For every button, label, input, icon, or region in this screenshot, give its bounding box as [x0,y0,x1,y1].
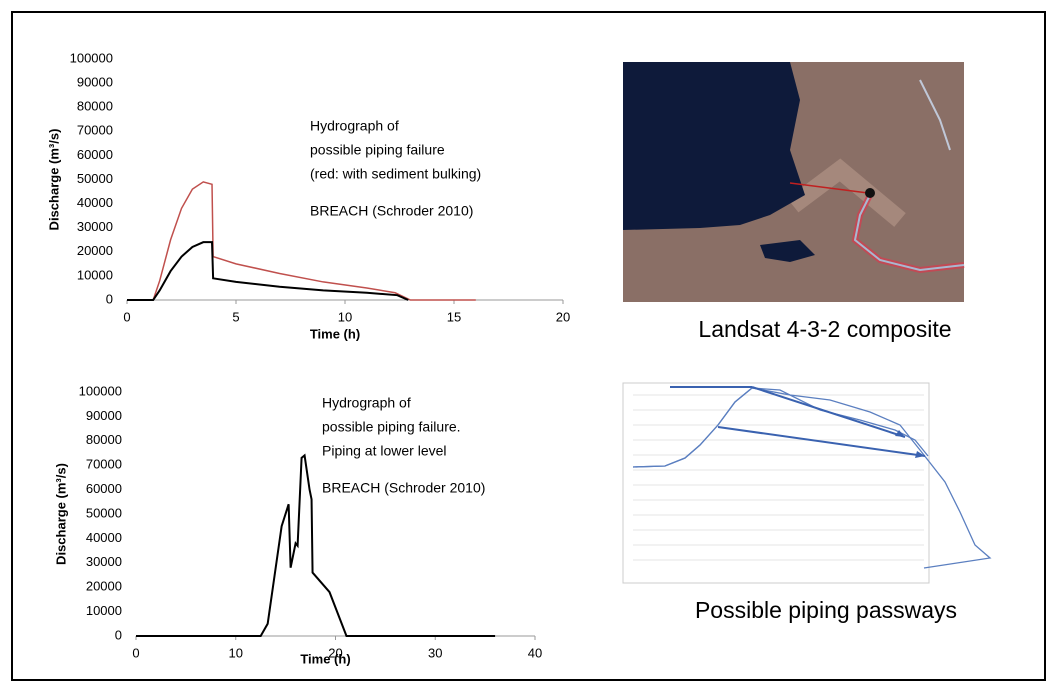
x-tick-label: 40 [528,645,542,660]
y-tick-label: 100000 [70,50,113,65]
y-tick-label: 50000 [86,505,122,520]
y-tick-label: 40000 [77,195,113,210]
image-caption: Possible piping passways [695,597,957,623]
x-tick-label: 30 [428,645,442,660]
y-tick-label: 30000 [77,219,113,234]
y-tick-label: 30000 [86,554,122,569]
annotation: BREACH (Schroder 2010) [322,480,485,496]
y-tick-label: 10000 [77,267,113,282]
annotation: Piping at lower level [322,443,447,459]
y-tick-label: 80000 [86,432,122,447]
y-tick-label: 20000 [77,243,113,258]
x-axis-label: Time (h) [300,651,350,666]
y-tick-label: 40000 [86,530,122,545]
y-tick-label: 90000 [86,408,122,423]
slide-canvas: Landsat 4-3-2 composite Possible piping … [0,0,1057,693]
y-tick-label: 50000 [77,171,113,186]
y-tick-label: 20000 [86,579,122,594]
annotation: Hydrograph of [322,395,411,411]
y-tick-label: 70000 [77,123,113,138]
satellite-image [623,62,964,302]
x-tick-label: 10 [229,645,243,660]
x-axis-label: Time (h) [310,326,360,341]
y-tick-label: 60000 [86,481,122,496]
profile-graph-image [623,383,990,583]
y-axis-label: Discharge (m³/s) [53,463,68,565]
y-tick-label: 0 [106,291,113,306]
y-tick-label: 0 [115,627,122,642]
x-tick-label: 15 [447,309,461,324]
x-tick-label: 0 [132,645,139,660]
y-tick-label: 60000 [77,147,113,162]
annotation: possible piping failure. [322,419,461,435]
y-tick-label: 100000 [79,383,122,398]
image-caption: Landsat 4-3-2 composite [698,316,951,342]
x-tick-label: 20 [556,309,570,324]
x-tick-label: 5 [232,309,239,324]
y-tick-label: 70000 [86,457,122,472]
annotation: possible piping failure [310,142,445,158]
y-axis-label: Discharge (m³/s) [46,129,61,231]
y-tick-label: 90000 [77,75,113,90]
y-tick-label: 80000 [77,99,113,114]
slide: Landsat 4-3-2 composite Possible piping … [0,0,1057,693]
annotation: Hydrograph of [310,118,399,134]
annotation: BREACH (Schroder 2010) [310,203,473,219]
x-tick-label: 0 [123,309,130,324]
x-tick-label: 10 [338,309,352,324]
annotation: (red: with sediment bulking) [310,166,481,182]
y-tick-label: 10000 [86,603,122,618]
data-line [127,182,476,300]
